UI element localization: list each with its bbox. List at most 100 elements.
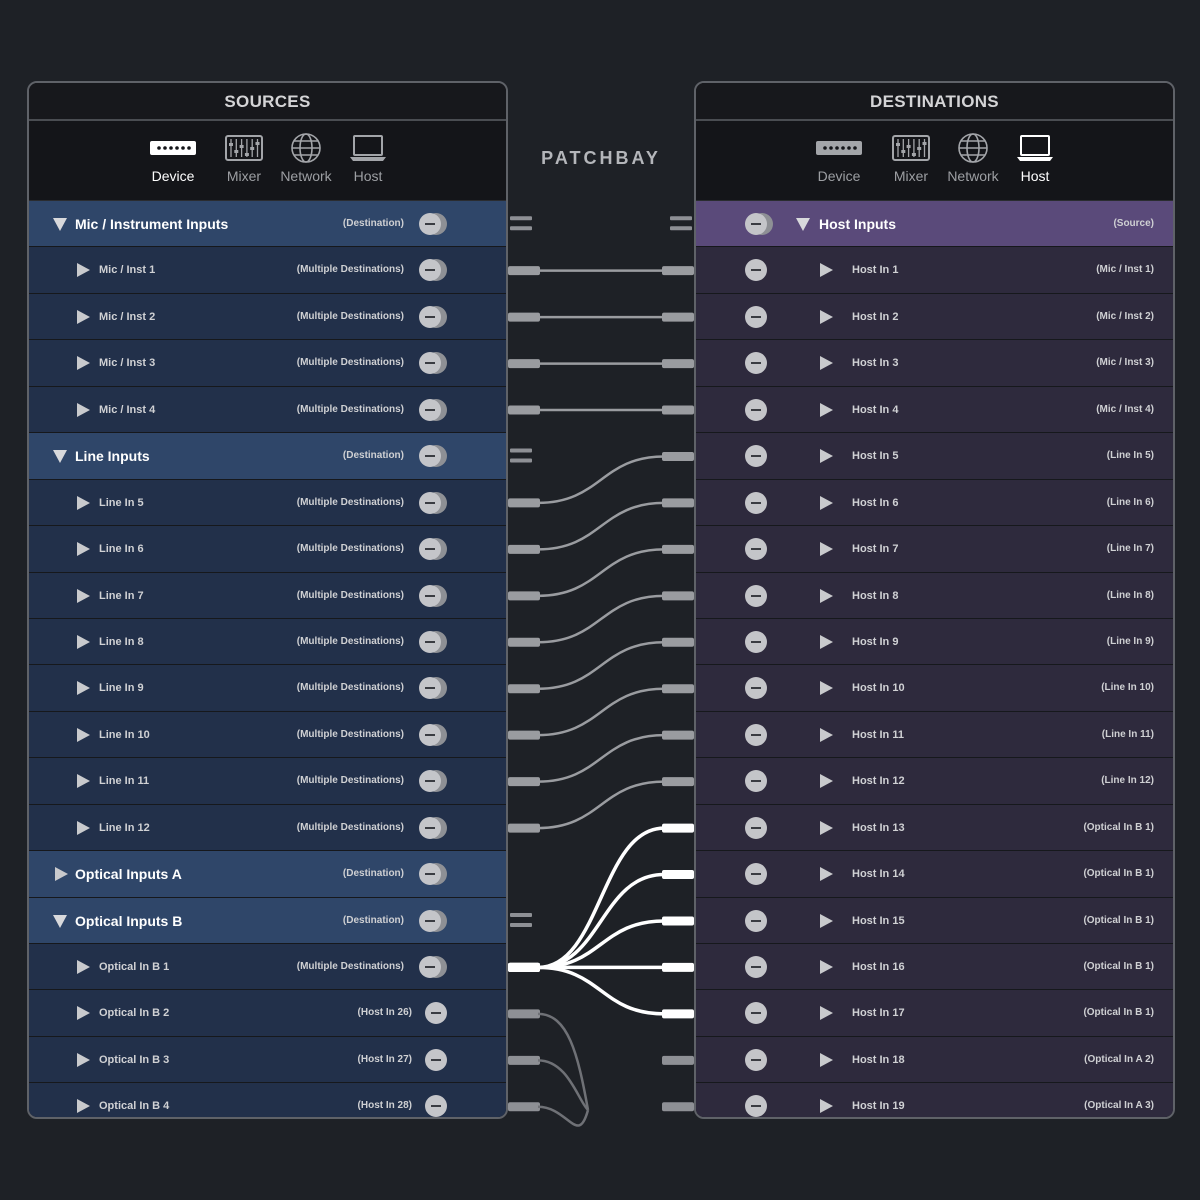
remove-connection-button[interactable] — [419, 201, 453, 247]
expand-arrow-icon[interactable] — [820, 263, 833, 278]
destinations-tab-mixer[interactable]: Mixer — [875, 131, 947, 193]
destinations-tab-host[interactable]: Host — [999, 131, 1071, 193]
source-row-line-in-7[interactable]: Line In 7 (Multiple Destinations) — [29, 572, 506, 619]
remove-connection-button[interactable] — [419, 573, 453, 619]
remove-connection-button[interactable] — [745, 805, 779, 851]
expand-arrow-icon[interactable] — [77, 820, 90, 835]
expand-arrow-icon[interactable] — [77, 1099, 90, 1114]
source-row-line-in-8[interactable]: Line In 8 (Multiple Destinations) — [29, 618, 506, 666]
disclosure-collapsed-icon[interactable] — [55, 867, 68, 882]
source-row-mic-inst-4[interactable]: Mic / Inst 4 (Multiple Destinations) — [29, 386, 506, 434]
expand-arrow-icon[interactable] — [77, 634, 90, 649]
expand-arrow-icon[interactable] — [820, 1099, 833, 1114]
destination-row-host-in-13[interactable]: Host In 13 (Optical In B 1) — [696, 804, 1173, 852]
remove-connection-button[interactable] — [745, 201, 779, 247]
destinations-tab-network[interactable]: Network — [937, 131, 1009, 193]
destination-row-host-in-11[interactable]: Host In 11 (Line In 11) — [696, 711, 1173, 759]
source-row-line-in-9[interactable]: Line In 9 (Multiple Destinations) — [29, 665, 506, 712]
disclosure-expanded-icon[interactable] — [53, 218, 67, 231]
remove-connection-button[interactable] — [745, 665, 779, 711]
expand-arrow-icon[interactable] — [77, 495, 90, 510]
destination-row-host-in-1[interactable]: Host In 1 (Mic / Inst 1) — [696, 247, 1173, 294]
sources-tab-device[interactable]: Device — [137, 131, 209, 193]
source-row-optical-in-b-3[interactable]: Optical In B 3 (Host In 27) — [29, 1036, 506, 1084]
destination-row-host-in-14[interactable]: Host In 14 (Optical In B 1) — [696, 851, 1173, 898]
expand-arrow-icon[interactable] — [77, 681, 90, 696]
remove-connection-button[interactable] — [745, 1037, 779, 1083]
destination-row-host-in-3[interactable]: Host In 3 (Mic / Inst 3) — [696, 340, 1173, 387]
source-row-mic-inst-2[interactable]: Mic / Inst 2 (Multiple Destinations) — [29, 293, 506, 341]
remove-connection-button[interactable] — [419, 805, 453, 851]
expand-arrow-icon[interactable] — [77, 727, 90, 742]
destination-row-host-in-7[interactable]: Host In 7 (Line In 7) — [696, 526, 1173, 573]
remove-connection-button[interactable] — [419, 247, 453, 293]
disclosure-expanded-icon[interactable] — [53, 450, 67, 464]
source-row-optical-in-b-2[interactable]: Optical In B 2 (Host In 26) — [29, 990, 506, 1037]
remove-connection-button[interactable] — [745, 387, 779, 433]
expand-arrow-icon[interactable] — [77, 774, 90, 789]
expand-arrow-icon[interactable] — [77, 1052, 90, 1067]
destination-row-host-in-4[interactable]: Host In 4 (Mic / Inst 4) — [696, 386, 1173, 434]
disclosure-expanded-icon[interactable] — [53, 914, 67, 928]
remove-connection-button[interactable] — [419, 340, 453, 386]
expand-arrow-icon[interactable] — [77, 960, 90, 974]
remove-connection-button[interactable] — [419, 526, 453, 572]
disclosure-expanded-icon[interactable] — [796, 218, 810, 231]
remove-connection-button[interactable] — [745, 758, 779, 804]
remove-connection-button[interactable] — [419, 387, 453, 433]
source-group-line-inputs[interactable]: Line Inputs (Destination) — [29, 433, 506, 480]
remove-connection-button[interactable] — [419, 619, 453, 665]
remove-connection-button[interactable] — [745, 898, 779, 944]
expand-arrow-icon[interactable] — [820, 820, 833, 835]
expand-arrow-icon[interactable] — [820, 867, 833, 882]
remove-connection-button[interactable] — [745, 480, 779, 526]
destination-row-host-in-8[interactable]: Host In 8 (Line In 8) — [696, 572, 1173, 619]
source-row-line-in-6[interactable]: Line In 6 (Multiple Destinations) — [29, 526, 506, 573]
remove-connection-button[interactable] — [745, 340, 779, 386]
remove-connection-button[interactable] — [425, 990, 459, 1036]
remove-connection-button[interactable] — [419, 712, 453, 758]
remove-connection-button[interactable] — [419, 898, 453, 944]
remove-connection-button[interactable] — [745, 526, 779, 572]
remove-connection-button[interactable] — [419, 944, 453, 990]
remove-connection-button[interactable] — [745, 247, 779, 293]
expand-arrow-icon[interactable] — [820, 356, 833, 371]
sources-tab-mixer[interactable]: Mixer — [208, 131, 280, 193]
destination-row-host-in-16[interactable]: Host In 16 (Optical In B 1) — [696, 944, 1173, 991]
sources-tab-host[interactable]: Host — [332, 131, 404, 193]
destination-row-host-in-19[interactable]: Host In 19 (Optical In A 3) — [696, 1083, 1173, 1117]
source-row-optical-in-b-1[interactable]: Optical In B 1 (Multiple Destinations) — [29, 944, 506, 991]
remove-connection-button[interactable] — [419, 758, 453, 804]
remove-connection-button[interactable] — [745, 619, 779, 665]
remove-connection-button[interactable] — [745, 851, 779, 897]
source-row-line-in-11[interactable]: Line In 11 (Multiple Destinations) — [29, 758, 506, 805]
remove-connection-button[interactable] — [419, 433, 453, 479]
expand-arrow-icon[interactable] — [820, 681, 833, 696]
expand-arrow-icon[interactable] — [77, 588, 90, 603]
expand-arrow-icon[interactable] — [820, 1006, 833, 1021]
source-row-mic-inst-1[interactable]: Mic / Inst 1 (Multiple Destinations) — [29, 247, 506, 294]
source-row-line-in-10[interactable]: Line In 10 (Multiple Destinations) — [29, 711, 506, 759]
source-row-line-in-5[interactable]: Line In 5 (Multiple Destinations) — [29, 479, 506, 527]
expand-arrow-icon[interactable] — [77, 402, 90, 417]
destination-row-host-in-6[interactable]: Host In 6 (Line In 6) — [696, 479, 1173, 527]
expand-arrow-icon[interactable] — [820, 913, 833, 928]
remove-connection-button[interactable] — [419, 480, 453, 526]
remove-connection-button[interactable] — [419, 851, 453, 897]
source-row-line-in-12[interactable]: Line In 12 (Multiple Destinations) — [29, 804, 506, 852]
expand-arrow-icon[interactable] — [77, 542, 90, 557]
remove-connection-button[interactable] — [745, 433, 779, 479]
expand-arrow-icon[interactable] — [820, 960, 833, 974]
expand-arrow-icon[interactable] — [820, 634, 833, 649]
destination-row-host-in-2[interactable]: Host In 2 (Mic / Inst 2) — [696, 293, 1173, 341]
expand-arrow-icon[interactable] — [820, 727, 833, 742]
expand-arrow-icon[interactable] — [820, 588, 833, 603]
remove-connection-button[interactable] — [745, 573, 779, 619]
expand-arrow-icon[interactable] — [820, 309, 833, 324]
remove-connection-button[interactable] — [419, 294, 453, 340]
expand-arrow-icon[interactable] — [820, 402, 833, 417]
remove-connection-button[interactable] — [745, 1083, 779, 1117]
remove-connection-button[interactable] — [425, 1037, 459, 1083]
remove-connection-button[interactable] — [745, 990, 779, 1036]
destination-row-host-in-5[interactable]: Host In 5 (Line In 5) — [696, 433, 1173, 480]
